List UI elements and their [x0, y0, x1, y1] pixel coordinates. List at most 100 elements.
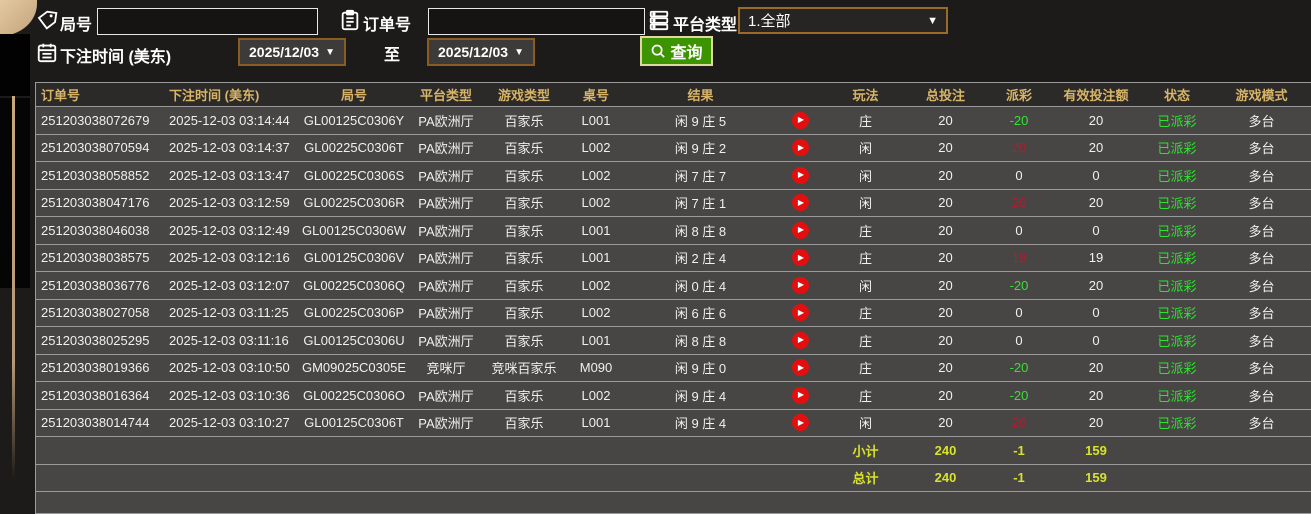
- play-video-icon[interactable]: ▶: [792, 386, 809, 404]
- play-video-icon[interactable]: ▶: [792, 414, 809, 432]
- cell-bet_time: 2025-12-03 03:10:50: [169, 360, 290, 376]
- play-video-icon[interactable]: ▶: [792, 221, 809, 239]
- cell-status: 已派彩: [1157, 388, 1197, 404]
- play-video-icon[interactable]: ▶: [792, 304, 809, 322]
- cell-payout: 0: [1015, 167, 1023, 183]
- column-header-mode: 游戏模式: [1235, 88, 1288, 103]
- video-cell: ▶: [773, 135, 828, 162]
- cell-result: 闲 8 庄 8: [674, 333, 727, 349]
- cell-valid_bet: 20: [1088, 112, 1104, 128]
- subtotal-row-table_no: [564, 437, 628, 464]
- order-no-input[interactable]: [428, 8, 645, 35]
- cell-bet_time: 2025-12-03 03:14:37: [169, 140, 290, 156]
- cell-valid_bet: 20: [1088, 140, 1104, 156]
- clipboard-icon: [339, 9, 361, 31]
- cell-game_type: 百家乐: [504, 333, 544, 349]
- cell-platform: PA欧洲厅: [418, 416, 474, 432]
- cell-bet_side: 闲: [858, 416, 872, 432]
- table-row: 251203038019366 2025-12-03 03:10:50 GM0902…: [36, 355, 1311, 382]
- video-cell: ▶: [773, 355, 828, 382]
- play-video-icon[interactable]: ▶: [792, 359, 809, 377]
- cell-valid_bet: 0: [1092, 222, 1100, 238]
- cell-table_no: L001: [581, 222, 611, 238]
- column-header-platform: 平台类型: [419, 88, 472, 103]
- cell-bet_side: 庄: [858, 388, 872, 404]
- calendar-icon: [36, 41, 58, 63]
- cell-valid_bet: 0: [1092, 305, 1100, 321]
- subtotal-row-bet_time: [164, 437, 300, 464]
- play-video-icon[interactable]: ▶: [792, 331, 809, 349]
- table-header-row: 订单号 下注时间 (美东) 局号 平台类型 游戏类型 桌号 结果 玩法 总投注 派彩 有效投注额 状态…: [36, 83, 1311, 107]
- cell-table_no: L002: [581, 140, 611, 156]
- date-from-select[interactable]: 2025/12/03 ▼: [238, 38, 346, 66]
- orders-table: 订单号 下注时间 (美东) 局号 平台类型 游戏类型 桌号 结果 玩法 总投注 派彩 有效投注额 状态…: [35, 82, 1311, 514]
- play-video-icon[interactable]: ▶: [792, 194, 809, 212]
- column-header-valid_bet: 有效投注额: [1063, 88, 1129, 103]
- cell-total_bet: 20: [938, 195, 953, 211]
- subtotal-row-total_bet: 240: [934, 442, 957, 458]
- cell-bet_time: 2025-12-03 03:11:25: [169, 305, 289, 321]
- cell-bet_time: 2025-12-03 03:11:16: [169, 332, 289, 348]
- cell-platform: 竞咪厅: [426, 361, 466, 377]
- cell-mode: 多台: [1248, 361, 1275, 377]
- cell-table_no: L001: [581, 250, 611, 266]
- play-video-icon[interactable]: ▶: [792, 249, 809, 267]
- cell-mode: 多台: [1248, 168, 1275, 184]
- play-video-icon[interactable]: ▶: [792, 166, 809, 184]
- cell-order_no: 251203038036776: [41, 277, 150, 293]
- column-header-play: [773, 83, 828, 106]
- cell-table_no: L002: [581, 277, 611, 293]
- cell-game_type: 百家乐: [504, 113, 544, 129]
- cell-valid_bet: 20: [1088, 277, 1104, 293]
- cell-platform: PA欧洲厅: [418, 113, 474, 129]
- total-row-total_bet: 240: [934, 470, 957, 486]
- date-to-select[interactable]: 2025/12/03 ▼: [427, 38, 535, 66]
- table-row: 251203038070594 2025-12-03 03:14:37 GL0022…: [36, 135, 1311, 162]
- cell-mode: 多台: [1248, 223, 1275, 239]
- cell-bet_side: 闲: [858, 278, 872, 294]
- total-row-bet_time: [164, 465, 300, 492]
- table-row: 251203038036776 2025-12-03 03:12:07 GL0022…: [36, 272, 1311, 300]
- query-button[interactable]: 查询: [640, 36, 713, 66]
- cell-game_type: 百家乐: [504, 388, 544, 404]
- cell-total_bet: 20: [938, 387, 953, 403]
- video-cell: ▶: [773, 300, 828, 327]
- cell-payout: -20: [1009, 277, 1029, 293]
- cell-mode: 多台: [1248, 113, 1275, 129]
- cell-payout: -20: [1009, 387, 1029, 403]
- subtotal-row-payout: -1: [1013, 442, 1025, 458]
- total-row-valid_bet: 159: [1085, 470, 1107, 486]
- cell-game_type: 百家乐: [504, 306, 544, 322]
- background-left-panel-2: [0, 98, 30, 288]
- order-no-label: 订单号: [363, 17, 412, 34]
- cell-total_bet: 20: [938, 277, 953, 293]
- cell-payout: 19: [1011, 250, 1027, 266]
- cell-order_no: 251203038070594: [41, 140, 150, 156]
- cell-result: 闲 9 庄 2: [674, 141, 727, 157]
- cell-table_no: L001: [581, 332, 611, 348]
- cell-total_bet: 20: [938, 222, 953, 238]
- video-cell: ▶: [773, 410, 828, 437]
- column-header-result: 结果: [687, 88, 714, 103]
- cell-order_no: 251203038014744: [41, 415, 150, 431]
- cell-valid_bet: 0: [1092, 332, 1100, 348]
- cell-round_no: GL00225C0306R: [303, 195, 405, 211]
- cell-round_no: GM09025C0305E: [301, 360, 407, 376]
- cell-table_no: L002: [581, 387, 611, 403]
- total-row-table_no: [564, 465, 628, 492]
- cell-valid_bet: 20: [1088, 415, 1104, 431]
- play-video-icon[interactable]: ▶: [792, 276, 809, 294]
- cell-status: 已派彩: [1157, 278, 1197, 294]
- background-corner-wedge: [0, 0, 37, 36]
- cell-mode: 多台: [1248, 196, 1275, 212]
- cell-bet_side: 庄: [858, 223, 872, 239]
- cell-bet_side: 庄: [858, 306, 872, 322]
- round-no-input[interactable]: [97, 8, 318, 35]
- play-video-icon[interactable]: ▶: [792, 139, 809, 157]
- platform-type-select[interactable]: 1.全部 ▼: [738, 7, 948, 34]
- play-video-icon[interactable]: ▶: [792, 111, 809, 129]
- total-row: 总计 240 -1 159: [36, 465, 1311, 492]
- total-row-status: [1142, 465, 1212, 492]
- table-row: 251203038025295 2025-12-03 03:11:16 GL0012…: [36, 327, 1311, 355]
- cell-platform: PA欧洲厅: [418, 196, 474, 212]
